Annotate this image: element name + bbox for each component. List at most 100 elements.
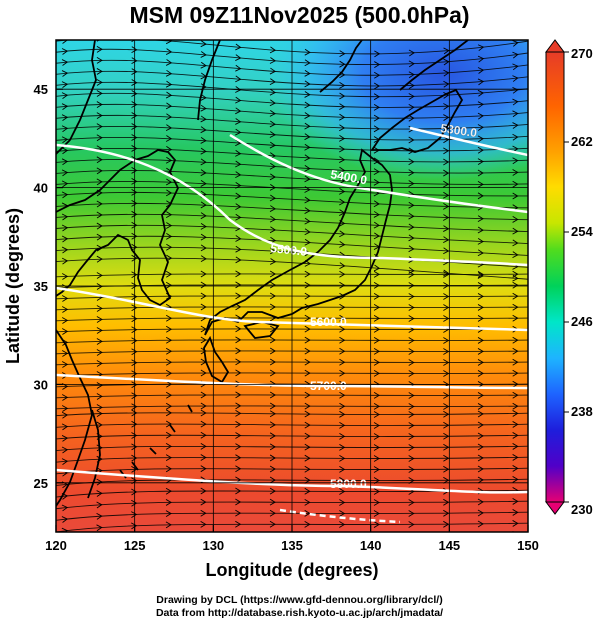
credits: Drawing by DCL (https://www.gfd-dennou.o…	[0, 594, 599, 620]
wind-arrowhead	[373, 444, 380, 451]
wind-arrowhead	[304, 421, 311, 429]
wind-arrowhead	[235, 245, 242, 253]
wind-arrowhead	[373, 402, 380, 410]
wind-arrowhead	[339, 347, 346, 355]
wind-arrowhead	[165, 40, 173, 45]
wind-arrowhead	[165, 358, 173, 366]
wind-arrowhead	[304, 509, 311, 517]
contour-line-5700	[56, 373, 528, 390]
wind-arrowhead	[443, 465, 450, 473]
wind-arrowhead	[477, 101, 485, 109]
streamline	[56, 48, 528, 66]
wind-arrowhead	[165, 270, 173, 278]
wind-arrowhead	[512, 509, 519, 516]
wind-arrowhead	[477, 249, 484, 257]
wind-arrowhead	[200, 83, 207, 91]
wind-arrowhead	[269, 509, 276, 517]
wind-arrowhead	[512, 227, 519, 235]
streamline	[56, 394, 528, 399]
wind-arrowhead	[165, 303, 173, 311]
wind-arrowhead	[61, 158, 69, 166]
wind-arrowhead	[200, 169, 207, 177]
wind-arrowhead	[269, 336, 277, 344]
wind-arrowhead	[477, 89, 485, 97]
wind-arrowhead	[443, 169, 450, 177]
wind-arrowhead	[477, 392, 484, 399]
streamline	[56, 522, 528, 532]
wind-arrowhead	[200, 520, 207, 528]
streamline	[56, 136, 528, 152]
wind-arrowhead	[477, 498, 484, 506]
wind-arrowhead	[200, 402, 207, 410]
wind-arrowhead	[408, 510, 415, 517]
wind-arrowhead	[165, 409, 173, 417]
wind-arrowhead	[269, 476, 276, 484]
wind-arrowhead	[96, 444, 103, 452]
wind-arrowhead	[512, 380, 519, 388]
wind-arrowhead	[408, 190, 415, 198]
wind-arrowhead	[131, 488, 138, 496]
wind-arrowhead	[477, 509, 484, 517]
streamline	[56, 257, 528, 280]
wind-arrowhead	[512, 454, 519, 461]
wind-arrowhead	[269, 173, 276, 181]
wind-arrowhead	[200, 369, 207, 377]
wind-arrowhead	[339, 230, 346, 238]
wind-arrowhead	[443, 125, 450, 133]
wind-arrowhead	[131, 112, 138, 119]
wind-arrowhead	[131, 282, 138, 290]
wind-arrowhead	[443, 315, 450, 322]
wind-arrowhead	[304, 443, 311, 451]
wind-arrowhead	[61, 339, 69, 346]
wind-arrowhead	[269, 369, 277, 377]
wind-arrowhead	[512, 432, 519, 439]
wind-arrowhead	[339, 303, 346, 311]
wind-arrowhead	[96, 490, 103, 497]
wind-arrowhead	[269, 314, 277, 322]
wind-arrowhead	[477, 421, 484, 429]
wind-arrowhead	[269, 281, 277, 289]
wind-arrowhead	[339, 50, 346, 57]
wind-arrowhead	[165, 402, 173, 410]
wind-arrowhead	[235, 181, 242, 189]
streamline	[56, 180, 528, 197]
wind-arrowhead	[443, 348, 450, 355]
wind-arrowhead	[165, 91, 173, 99]
wind-arrowhead	[339, 113, 346, 121]
wind-arrowhead	[512, 520, 519, 527]
wind-arrowhead	[235, 303, 242, 311]
wind-arrowhead	[373, 336, 380, 344]
wind-arrowhead	[131, 123, 138, 130]
wind-arrowhead	[373, 422, 380, 429]
wind-arrowhead	[443, 359, 450, 366]
wind-arrowhead	[304, 80, 311, 88]
wind-arrowhead	[235, 235, 242, 242]
wind-arrowhead	[269, 391, 277, 399]
wind-arrowhead	[166, 533, 171, 539]
streamline	[56, 92, 528, 108]
wind-arrowhead	[338, 145, 346, 153]
wind-arrowhead	[96, 272, 103, 279]
wind-arrowhead	[373, 466, 380, 473]
wind-arrowhead	[269, 247, 277, 255]
wind-arrowhead	[304, 238, 311, 246]
wind-arrowhead	[373, 232, 380, 240]
wind-arrowhead	[339, 82, 346, 89]
wind-arrowhead	[443, 58, 450, 66]
contour-line-5800	[56, 468, 528, 494]
wind-arrowhead	[131, 199, 138, 207]
wind-arrowhead	[443, 520, 450, 528]
x-tick-label-125: 125	[124, 538, 146, 553]
wind-arrowhead	[269, 380, 277, 388]
wind-arrowhead	[477, 146, 484, 154]
wind-arrowhead	[131, 177, 138, 185]
wind-arrowhead	[373, 157, 380, 165]
wind-arrowhead	[235, 531, 242, 532]
wind-arrowhead	[96, 338, 103, 345]
wind-arrowhead	[96, 478, 103, 486]
wind-arrowhead	[408, 348, 415, 355]
wind-arrowhead	[477, 403, 484, 410]
wind-arrowhead	[477, 181, 484, 188]
wind-arrowhead	[96, 305, 103, 312]
wind-arrowhead	[96, 404, 103, 411]
